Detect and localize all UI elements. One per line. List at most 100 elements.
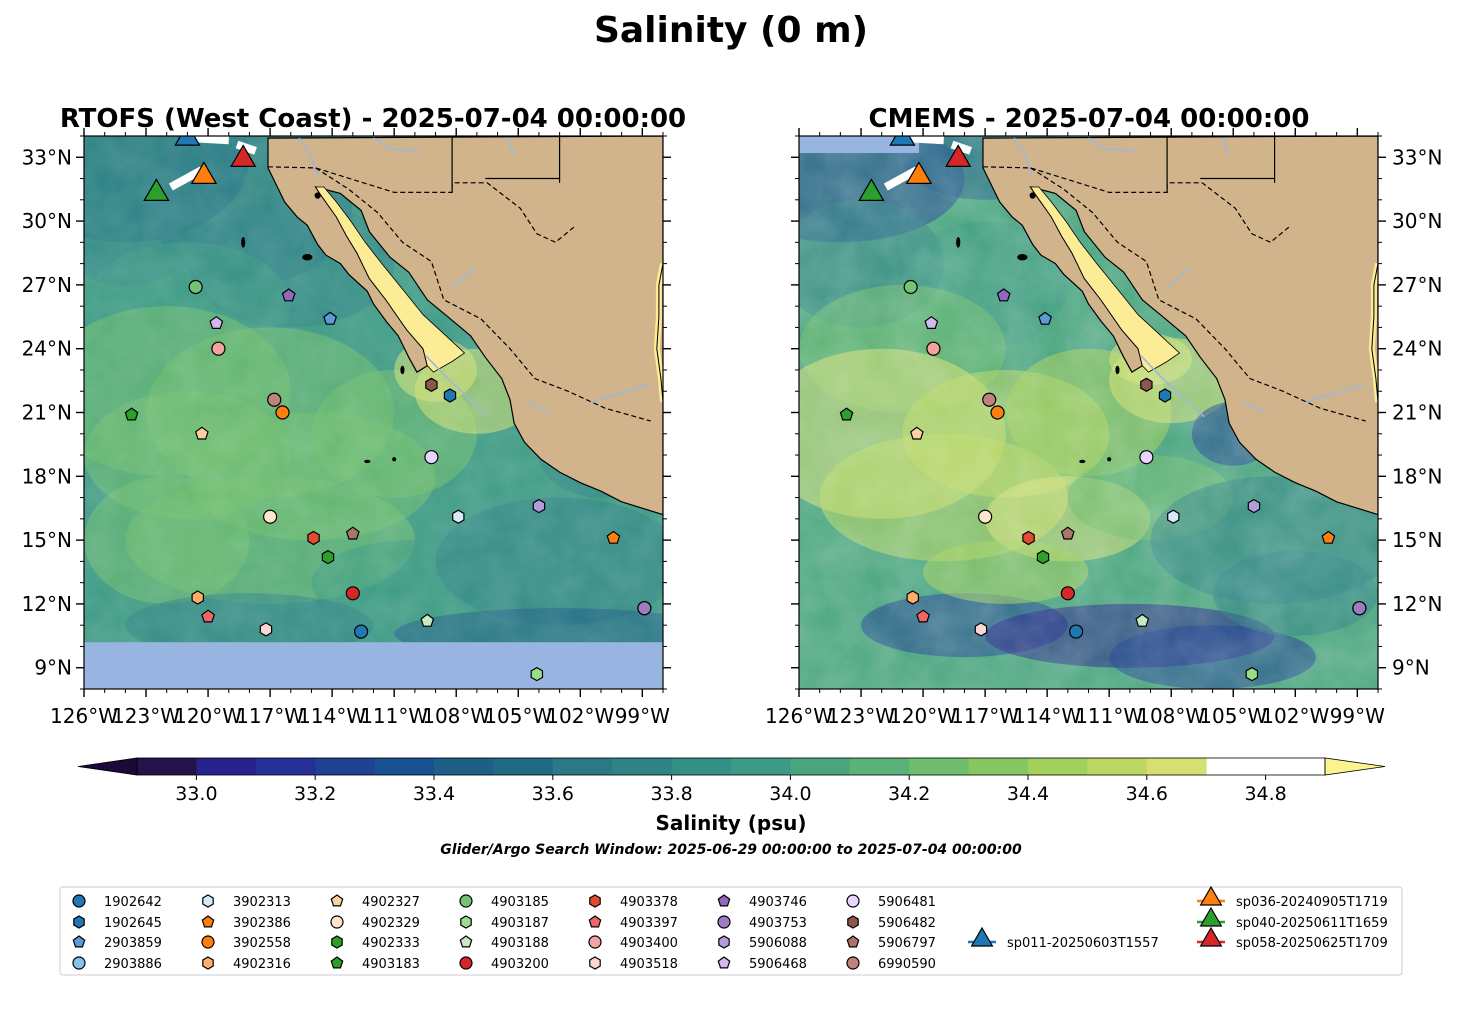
colorbar-low-extend: [77, 757, 138, 776]
y-tick-label: 30°N: [1392, 209, 1442, 233]
float-1902645: [1158, 388, 1172, 403]
float-2903859: [323, 311, 338, 325]
legend-marker-4903187: [460, 915, 472, 929]
float-5906797: [345, 526, 360, 540]
legend-label-4903518: 4903518: [620, 957, 678, 972]
state-border: [1030, 167, 1366, 422]
x-tick-label: 111°W: [360, 704, 428, 728]
river: [507, 137, 515, 156]
legend-marker-5906468: [717, 956, 731, 969]
land-mass: [241, 136, 663, 516]
legend-label-4903397: 4903397: [620, 916, 678, 931]
float-4903200: [345, 586, 360, 601]
legend-marker-1902645: [73, 915, 85, 929]
colorbar-tick-label: 34.6: [1126, 783, 1168, 805]
glider-sp011-20250603T1557: [889, 136, 916, 146]
x-tick-label: 123°W: [827, 704, 895, 728]
colorbar-bin: [1146, 758, 1207, 775]
colorbar-bin: [1028, 758, 1088, 775]
legend-label-4902327: 4902327: [362, 895, 420, 910]
legend-label-1902642: 1902642: [104, 895, 162, 910]
x-tick-label: 117°W: [236, 704, 304, 728]
colorbar-bin: [552, 758, 613, 775]
float-4902327: [194, 426, 209, 440]
legend-label-4903746: 4903746: [749, 895, 807, 910]
colorbar-bin: [255, 758, 316, 775]
legend-marker-4903185: [459, 894, 473, 908]
y-tick-label: 27°N: [1392, 273, 1442, 297]
no-data-band: [84, 642, 663, 689]
state-border: [315, 167, 651, 422]
y-tick-label: 24°N: [22, 337, 72, 361]
float-4903183: [839, 407, 854, 421]
panel-title-rtofs: RTOFS (West Coast) - 2025-07-04 00:00:00: [60, 104, 686, 134]
legend-marker-4903746: [717, 894, 731, 907]
float-6990590: [267, 392, 282, 407]
float-4903378: [1022, 530, 1035, 546]
legend-marker-4903188: [459, 935, 473, 948]
float-1902642: [1068, 624, 1084, 639]
river: [373, 137, 420, 152]
float-4903400: [211, 341, 226, 356]
legend-label-sp036-20240905T1719: sp036-20240905T1719: [1236, 895, 1388, 910]
float-1902645: [443, 388, 457, 403]
float-4902327: [909, 426, 924, 440]
legend-marker-4903397: [588, 915, 602, 928]
legend-box: [59, 886, 1403, 976]
float-4903753: [1352, 601, 1367, 616]
legend-label-5906482: 5906482: [878, 916, 936, 931]
legend-label-2903886: 2903886: [104, 957, 162, 972]
colorbar-bin: [849, 758, 910, 775]
legend-marker-3902313: [202, 894, 214, 908]
legend-label-4903400: 4903400: [620, 936, 678, 951]
colorbar: 33.0 33.2 33.4 33.6 33.8 34.0 34.2 34.4 34.6 34.8: [77, 757, 1386, 805]
colorbar-bin: [968, 758, 1029, 775]
river: [1166, 267, 1191, 288]
float-3902558: [990, 405, 1005, 420]
x-tick-label: 126°W: [50, 704, 118, 728]
x-tick-label: 117°W: [951, 704, 1019, 728]
colorbar-tick-label: 33.6: [532, 783, 574, 805]
x-tick-label: 120°W: [889, 704, 957, 728]
legend-label-4903185: 4903185: [491, 895, 549, 910]
float-4903397: [916, 609, 931, 623]
legend-marker-5906088: [718, 935, 730, 949]
land-mass: [956, 136, 1378, 516]
axis-ticks: 126°W123°W120°W117°W114°W111°W108°W105°W…: [22, 128, 671, 728]
float-4902329: [978, 509, 993, 524]
colorbar-tick-label: 34.2: [888, 783, 930, 805]
colorbar-label: Salinity (psu): [655, 811, 806, 835]
y-tick-label: 9°N: [34, 656, 72, 680]
legend-label-4902329: 4902329: [362, 916, 420, 931]
float-4903746: [281, 288, 296, 302]
x-tick-label: 120°W: [174, 704, 242, 728]
legend-marker-4902327: [330, 894, 344, 907]
legend-label-4902316: 4902316: [233, 957, 291, 972]
float-4902316: [191, 590, 204, 605]
x-tick-label: 108°W: [422, 704, 490, 728]
colorbar-frame: [136, 757, 1326, 776]
panel-title-cmems: CMEMS - 2025-07-04 00:00:00: [869, 104, 1310, 134]
gulf-of-california: [1029, 186, 1181, 373]
y-tick-label: 24°N: [1392, 337, 1442, 361]
legend-label-sp040-20250611T1659: sp040-20250611T1659: [1236, 916, 1388, 931]
float-3902313: [452, 509, 465, 524]
legend-marker-5906481: [846, 894, 860, 908]
legend-marker-4902329: [330, 915, 344, 929]
float-6990590: [982, 392, 997, 407]
float-4903400: [926, 341, 941, 356]
legend-label-5906481: 5906481: [878, 895, 936, 910]
island: [1029, 192, 1036, 199]
float-4902333: [321, 549, 335, 565]
island: [1079, 459, 1086, 464]
float-4902333: [1036, 549, 1050, 565]
x-tick-label: 114°W: [1013, 704, 1081, 728]
glider-sp011-20250603T1557: [174, 136, 201, 146]
legend-marker-3902558: [201, 935, 215, 949]
float-5906481: [424, 450, 439, 465]
float-4902329: [263, 509, 278, 524]
colorbar-tick-label: 34.8: [1244, 783, 1286, 805]
legend-marker-sp036-20240905T1719: [1199, 885, 1223, 906]
float-5906468: [924, 315, 939, 329]
